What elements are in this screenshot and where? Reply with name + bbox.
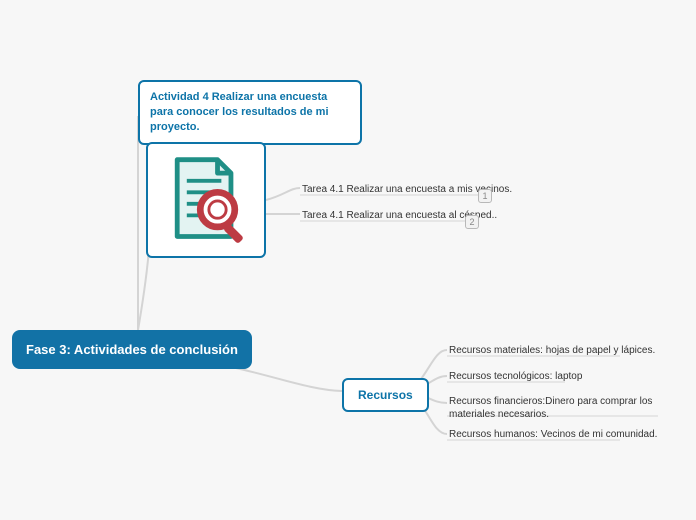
connector-lines (0, 0, 696, 520)
recursos-node[interactable]: Recursos (342, 378, 429, 412)
activity-label: Actividad 4 Realizar una encuesta para c… (150, 91, 329, 133)
recursos-item[interactable]: Recursos tecnológicos: laptop (449, 370, 659, 383)
task-badge: 2 (465, 215, 479, 229)
root-node[interactable]: Fase 3: Actividades de conclusión (12, 330, 252, 369)
recursos-item[interactable]: Recursos financieros:Dinero para comprar… (449, 395, 659, 421)
activity-node[interactable]: Actividad 4 Realizar una encuesta para c… (138, 80, 362, 145)
image-node[interactable] (146, 142, 266, 258)
root-label: Fase 3: Actividades de conclusión (26, 342, 238, 357)
recursos-label: Recursos (358, 388, 413, 402)
task-badge: 1 (478, 189, 492, 203)
recursos-item[interactable]: Recursos humanos: Vecinos de mi comunida… (449, 428, 659, 441)
recursos-item[interactable]: Recursos materiales: hojas de papel y lá… (449, 344, 659, 357)
document-search-icon (158, 152, 254, 248)
